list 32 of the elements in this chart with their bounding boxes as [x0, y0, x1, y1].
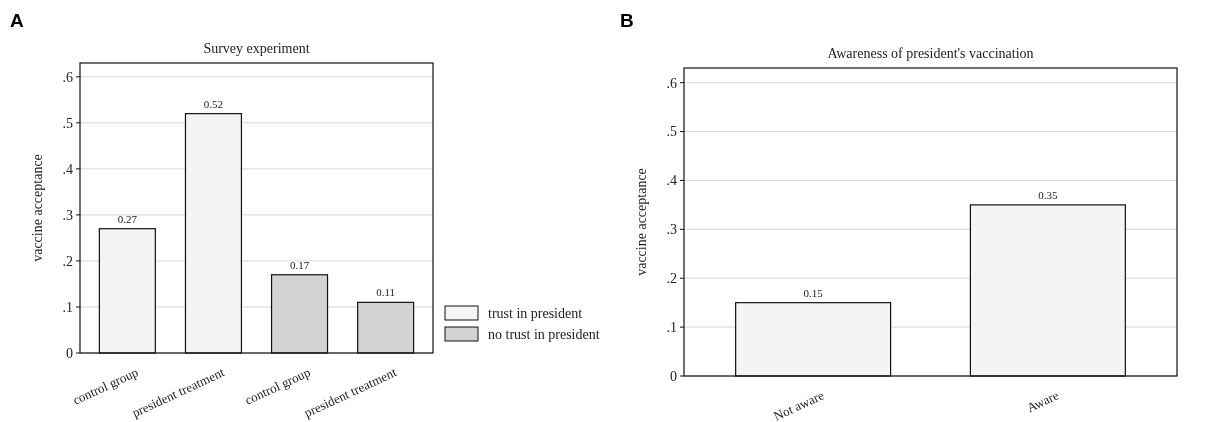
- text: A: [10, 10, 24, 31]
- y-tick-label: 0: [670, 368, 677, 384]
- y-axis-title: vaccine acceptance: [30, 154, 45, 262]
- y-tick-label: 0: [66, 345, 73, 361]
- y-tick-label: .3: [62, 207, 73, 223]
- data-label: 0.11: [376, 286, 396, 299]
- x-tick-label: Aware: [1024, 387, 1062, 416]
- x-tick-label: control group: [242, 364, 313, 408]
- chart-title: Survey experiment: [203, 41, 310, 56]
- y-tick-label: .6: [666, 75, 677, 91]
- y-tick-label: .2: [62, 253, 73, 269]
- y-tick-label: .5: [666, 124, 677, 140]
- y-tick-label: .4: [666, 173, 677, 189]
- y-tick-label: .5: [62, 115, 73, 131]
- y-tick-label: .6: [62, 69, 73, 85]
- y-tick-label: .4: [62, 161, 73, 177]
- text: B: [620, 10, 634, 31]
- data-label: 0.27: [117, 212, 138, 225]
- legend-label: trust in president: [488, 305, 583, 321]
- y-tick-label: .1: [62, 299, 73, 315]
- y-tick-label: .3: [666, 222, 677, 238]
- y-axis-title: vaccine acceptance: [634, 168, 649, 276]
- y-tick-label: .1: [666, 320, 677, 336]
- x-tick-label: Not aware: [771, 387, 827, 422]
- data-label: 0.52: [203, 97, 224, 110]
- chart-title: Awareness of president's vaccination: [827, 46, 1034, 61]
- legend-label: no trust in president: [488, 326, 600, 342]
- data-label: 0.17: [289, 258, 310, 271]
- data-label: 0.35: [1038, 188, 1059, 201]
- y-tick-label: .2: [666, 271, 677, 287]
- x-tick-label: control group: [70, 364, 141, 408]
- data-label: 0.15: [803, 286, 824, 299]
